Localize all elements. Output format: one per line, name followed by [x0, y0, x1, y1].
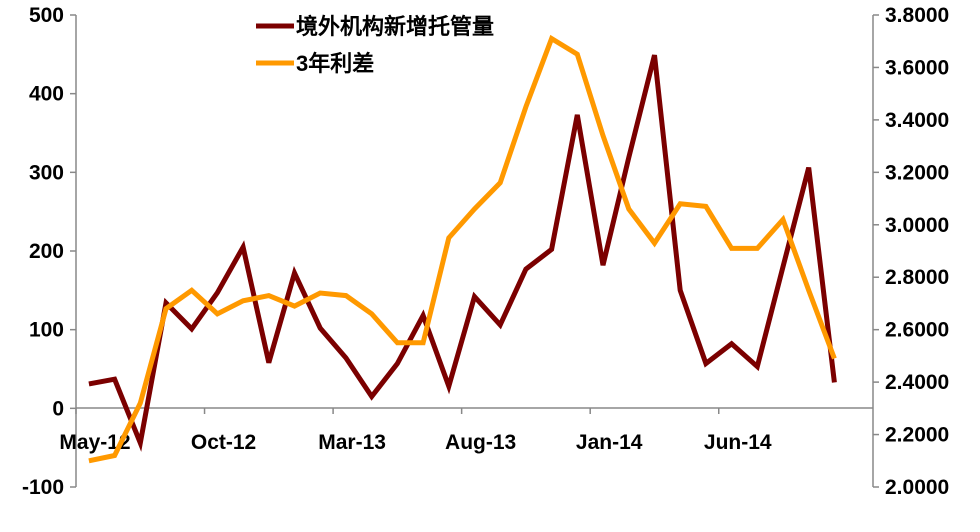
right-axis-tick-labels: 3.8000 3.6000 3.4000 3.2000 3.0000 2.8000 2.60… — [885, 4, 949, 499]
legend-label-2: 3年利差 — [296, 51, 374, 76]
right-tick-label: 2.0000 — [885, 476, 949, 499]
right-tick-label: 2.4000 — [885, 371, 949, 394]
x-axis-tick-labels: May-12 Oct-12 Mar-13 Aug-13 Jan-14 Jun-14 — [59, 431, 772, 454]
left-tick-label: -100 — [22, 476, 64, 499]
left-tick-label: 400 — [29, 83, 64, 106]
x-tick-label: Oct-12 — [191, 431, 256, 454]
right-tick-label: 3.2000 — [885, 161, 949, 184]
right-tick-label: 3.4000 — [885, 109, 949, 132]
legend-label-1: 境外机构新增托管量 — [296, 14, 494, 39]
right-tick-label: 2.2000 — [885, 424, 949, 447]
left-tick-label: 200 — [29, 240, 64, 263]
left-tick-label: 500 — [29, 4, 64, 27]
left-tick-label: 300 — [29, 161, 64, 184]
series-line-2 — [88, 34, 837, 464]
right-tick-label: 3.0000 — [885, 214, 949, 237]
x-tick-label: Jan-14 — [576, 431, 643, 454]
legend: 境外机构新增托管量 3年利差 — [256, 14, 494, 76]
right-tick-label: 2.8000 — [885, 266, 949, 289]
left-tick-label: 0 — [52, 397, 64, 420]
x-tick-label: Aug-13 — [445, 431, 516, 454]
series-line-1 — [88, 54, 837, 452]
x-tick-label: Jun-14 — [704, 431, 772, 454]
right-tick-label: 3.6000 — [885, 56, 949, 79]
left-tick-label: 100 — [29, 319, 64, 342]
left-axis-tick-labels: 500 400 300 200 100 0 -100 — [22, 4, 64, 499]
x-tick-label: Mar-13 — [318, 431, 386, 454]
series-lines — [88, 34, 837, 464]
axes-group — [70, 14, 879, 488]
x-tick-label: May-12 — [59, 431, 130, 454]
right-tick-label: 3.8000 — [885, 4, 949, 27]
right-tick-label: 2.6000 — [885, 319, 949, 342]
